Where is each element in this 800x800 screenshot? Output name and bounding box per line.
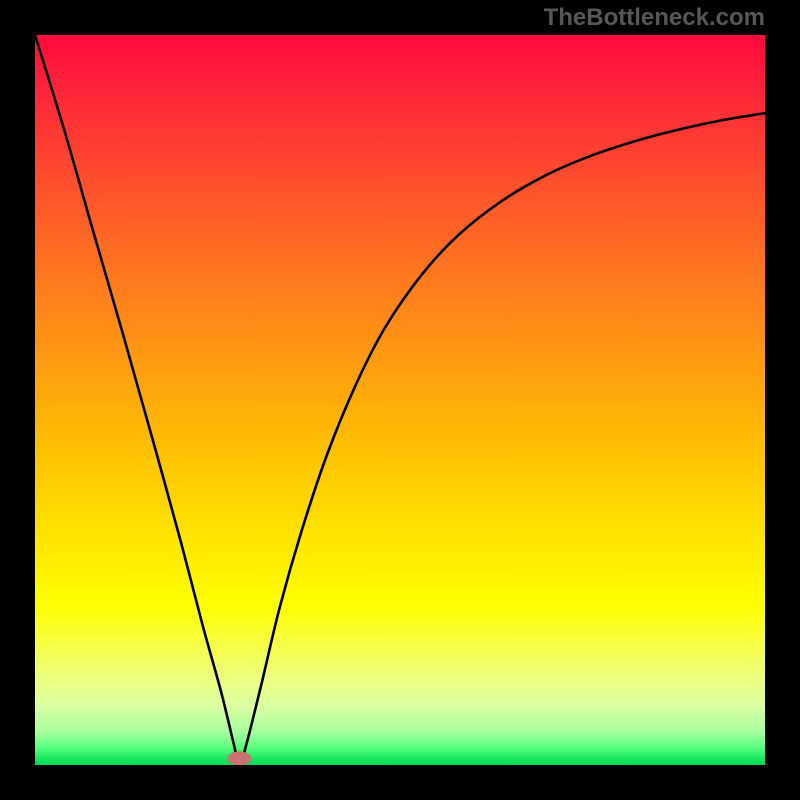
vertex-marker — [227, 751, 251, 765]
watermark-text: TheBottleneck.com — [544, 4, 765, 32]
chart-container: TheBottleneck.com — [0, 0, 800, 800]
gradient-background — [35, 35, 765, 765]
plot-area — [35, 35, 765, 765]
chart-svg — [35, 35, 765, 765]
